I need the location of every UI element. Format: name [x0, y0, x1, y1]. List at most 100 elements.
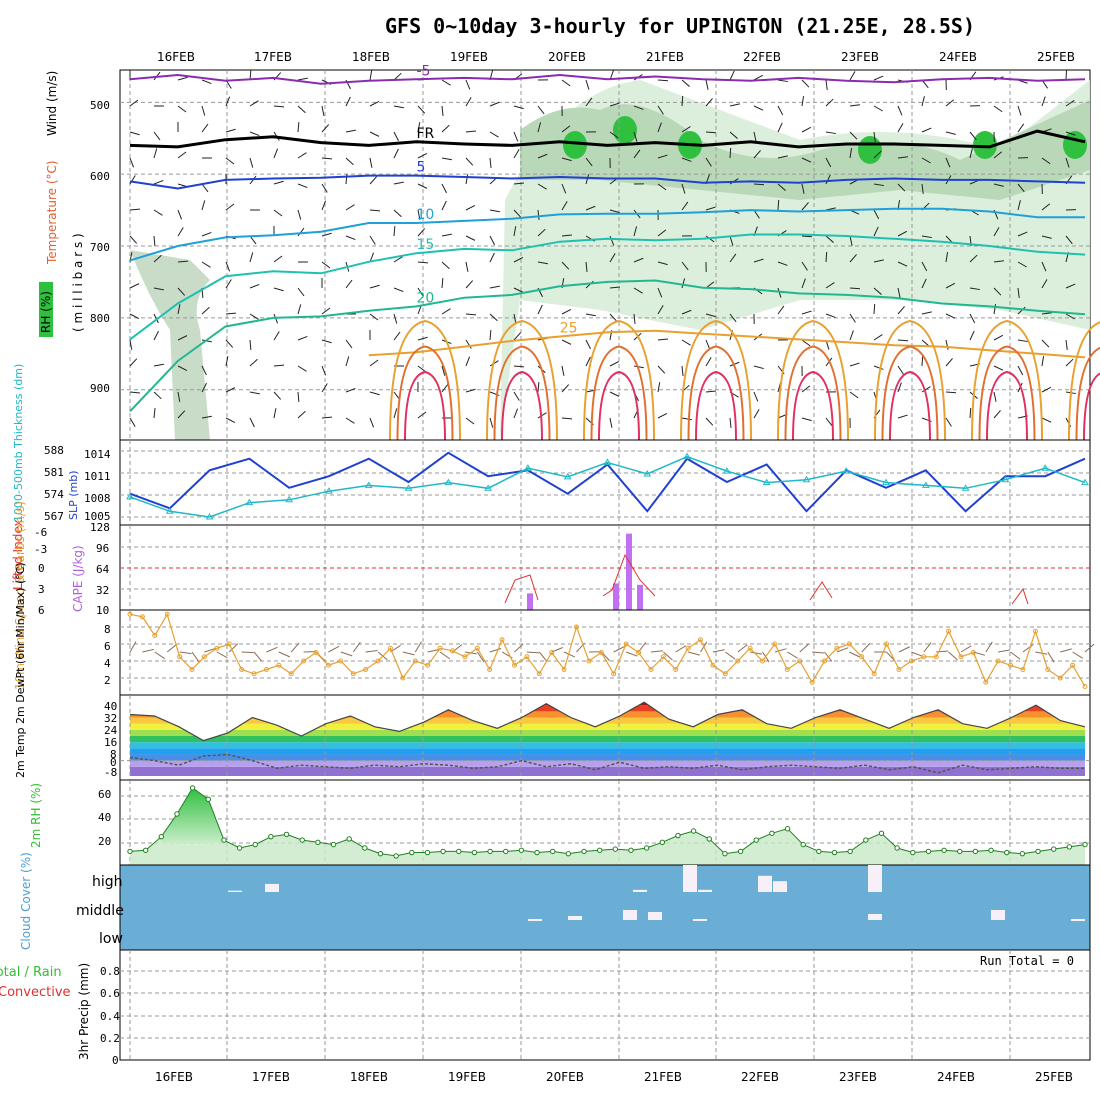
wind-barb [825, 282, 835, 289]
wind-barb [729, 313, 737, 323]
wind-barb [417, 209, 421, 220]
wind-barb [441, 277, 444, 289]
wind-barb [513, 131, 519, 142]
wind-barb [753, 365, 764, 370]
wind-barb [393, 105, 404, 109]
wind-speed-point [536, 671, 542, 677]
wind-barb [825, 174, 831, 185]
temp-tick: 32 [104, 712, 117, 725]
wind-speed-point [834, 645, 840, 651]
wind-speed-point [214, 645, 220, 651]
rh-point [205, 796, 211, 802]
wind-barb [705, 339, 711, 350]
wind-barb [921, 235, 932, 239]
surface-barb [960, 645, 972, 653]
temp-band [130, 748, 1085, 755]
wind-barb [849, 330, 854, 341]
cape-bar [637, 584, 643, 610]
wind-barb [1041, 417, 1052, 423]
wind-barb [897, 261, 908, 267]
wind-barb [681, 339, 691, 346]
surface-barb [216, 651, 228, 659]
wind-barb [705, 417, 714, 426]
wind-barb [465, 261, 469, 272]
wind-speed-point [400, 675, 406, 681]
temp-band [130, 723, 1085, 730]
top-date-label: 18FEB [352, 50, 390, 64]
wind-speed-point [177, 654, 183, 660]
wind-barb [1041, 386, 1052, 393]
rh-point [142, 847, 149, 853]
rh-point [221, 837, 227, 843]
wind-barb [177, 365, 188, 371]
wind-barb [369, 252, 375, 263]
warm-contour [971, 319, 1043, 441]
wind-barb [633, 131, 638, 142]
surface-wind-barbs [129, 641, 1095, 663]
wind-barb [249, 313, 259, 320]
rh-point [534, 849, 540, 856]
thickness-point [245, 498, 254, 506]
temp-tick: 24 [104, 724, 118, 737]
warm-contour [404, 370, 446, 441]
wind-barb [921, 96, 925, 107]
wind-barb [177, 260, 189, 263]
wind-tick: 6 [104, 640, 111, 653]
wind-speed-point [772, 641, 778, 647]
wind-barb [1017, 287, 1020, 298]
wind-barb [225, 312, 237, 315]
surface-barb [1010, 651, 1021, 660]
top-date-label: 21FEB [646, 50, 684, 64]
wind-speed-point [871, 671, 877, 677]
isotherm-label: -5 [417, 63, 431, 79]
isotherm-label: 25 [560, 321, 578, 337]
wind-barb [249, 283, 260, 289]
wind-barb [297, 77, 308, 81]
wind-barb [369, 209, 381, 212]
wind-barb [273, 255, 283, 263]
wind-barb [657, 79, 669, 82]
wind-barb [801, 79, 810, 88]
cloud-block [623, 910, 637, 920]
wind-barb [1041, 157, 1051, 165]
surface-barb [253, 651, 263, 662]
wind-barb [321, 261, 331, 269]
wind-barb [129, 131, 140, 136]
wind-barb [489, 313, 498, 322]
bottom-date-label: 21FEB [644, 1070, 682, 1084]
wind-barb [585, 356, 591, 367]
cape-axis-label: CAPE (J/kg) [71, 545, 85, 612]
wind-barb [561, 79, 571, 87]
temp-dewpoint-lines [129, 701, 1086, 774]
precip-tick: 0.2 [100, 1032, 120, 1045]
wind-barb [297, 209, 302, 220]
wind-barb [465, 97, 472, 107]
wind-speed-point [896, 667, 902, 672]
wind-barb [873, 209, 880, 220]
panel-grid [120, 950, 1090, 1060]
wind-barb [945, 131, 956, 135]
wind-barb [513, 105, 524, 110]
wind-barb [1017, 365, 1024, 376]
wind-barb [1017, 123, 1025, 133]
cape-tick: 10 [96, 604, 109, 617]
wind-barb [297, 335, 308, 341]
wind-barb [825, 251, 828, 263]
rh-point [174, 811, 180, 817]
wind-barb [777, 105, 784, 116]
wind-barb [345, 356, 350, 367]
rh-point [675, 832, 681, 839]
rh-point [690, 828, 697, 834]
wind-barb [297, 121, 300, 133]
surface-barb [750, 651, 763, 655]
wind-barb [321, 339, 332, 344]
wind-barb [393, 256, 403, 263]
rh-region [520, 100, 1090, 200]
wind-barb [849, 287, 861, 290]
rh-core [613, 116, 637, 144]
wind-barb [1065, 283, 1076, 289]
isotherm-label: 5 [417, 160, 426, 176]
wind-barb [1065, 131, 1076, 136]
top-date-label: 20FEB [548, 50, 586, 64]
